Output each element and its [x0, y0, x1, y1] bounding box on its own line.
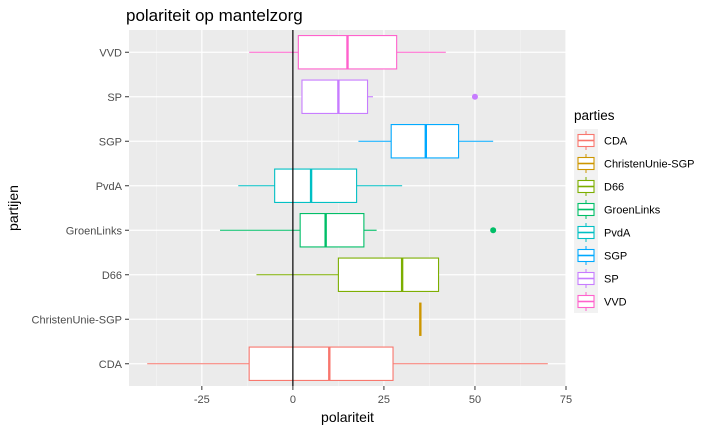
box-rect-groenlinks — [299, 213, 365, 248]
y-axis: VVD SP SGP PvdA GroenLinks D66 ChristenUnie-SG… — [32, 47, 129, 371]
y-tick-label-d66: D66 — [102, 270, 122, 282]
y-tick-label-vvd: VVD — [99, 47, 122, 59]
legend-item-sgp: SGP — [577, 246, 627, 265]
legend-label-d66: D66 — [604, 182, 624, 194]
y-tick-label-pvda: PvdA — [96, 181, 123, 193]
y-tick-label-christenunie-sgp: ChristenUnie-SGP — [32, 314, 122, 326]
legend-label-sp: SP — [604, 274, 619, 286]
legend-label-vvd: VVD — [604, 297, 627, 309]
box-cda — [147, 346, 548, 381]
legend-item-d66: D66 — [577, 177, 624, 196]
y-axis-label: partijen — [5, 185, 21, 231]
legend-item-pvda: PvdA — [577, 223, 631, 242]
legend-title: parties — [574, 108, 615, 123]
legend-label-cda: CDA — [604, 136, 628, 148]
legend-label-pvda: PvdA — [604, 228, 631, 240]
box-vvd — [249, 35, 446, 70]
box-rect-cda — [248, 346, 394, 381]
outlier-groenlinks — [490, 227, 497, 234]
box-rect-sp — [301, 79, 369, 114]
x-tick-label: 25 — [378, 394, 390, 406]
y-tick-label-cda: CDA — [99, 359, 123, 371]
box-rect-pvda — [274, 168, 358, 203]
x-axis: -25 0 25 50 75 — [194, 386, 572, 406]
box-d66 — [256, 257, 440, 292]
box-rect-d66 — [337, 257, 440, 292]
legend-item-sp: SP — [577, 269, 619, 288]
legend: parties CDA ChristenUnie-SGP D66 GroenLinks… — [574, 108, 694, 313]
y-tick-label-sp: SP — [107, 92, 122, 104]
legend-items: CDA ChristenUnie-SGP D66 GroenLinks PvdA SGP S… — [574, 129, 694, 313]
outlier-sp — [471, 93, 478, 100]
x-tick-label: 50 — [469, 394, 481, 406]
boxes — [147, 35, 548, 381]
box-groenlinks — [220, 213, 497, 248]
x-tick-label: 75 — [560, 394, 572, 406]
chart-title: polariteit op mantelzorg — [126, 6, 303, 25]
box-sgp — [358, 124, 494, 159]
x-axis-label: polariteit — [321, 409, 374, 425]
legend-item-christenunie-sgp: ChristenUnie-SGP — [577, 154, 694, 173]
y-tick-label-groenlinks: GroenLinks — [66, 225, 123, 237]
legend-label-christenunie-sgp: ChristenUnie-SGP — [604, 159, 694, 171]
y-tick-label-sgp: SGP — [99, 136, 122, 148]
legend-item-cda: CDA — [577, 131, 628, 150]
box-pvda — [238, 168, 403, 203]
legend-item-vvd: VVD — [577, 292, 627, 311]
box-sp — [301, 79, 478, 114]
legend-item-groenlinks: GroenLinks — [577, 200, 661, 219]
legend-label-groenlinks: GroenLinks — [604, 205, 661, 217]
x-tick-label: -25 — [194, 394, 210, 406]
legend-label-sgp: SGP — [604, 251, 627, 263]
x-tick-label: 0 — [290, 394, 296, 406]
